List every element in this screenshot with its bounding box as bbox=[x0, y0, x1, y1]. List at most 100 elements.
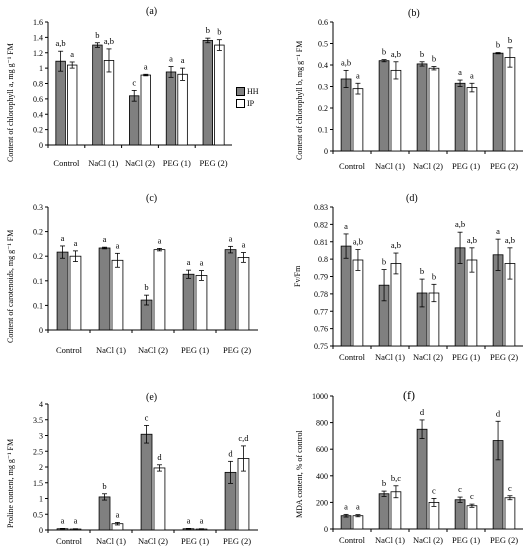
bar-hh bbox=[454, 82, 466, 152]
y-tick-label: 600 bbox=[316, 445, 328, 454]
chart-plot: 0 200 400 600 800 1000 Control a a NaCl (1) b b,c Na… bbox=[312, 392, 523, 545]
x-tick-label: Control bbox=[56, 536, 83, 546]
y-tick-label: 0.5 bbox=[318, 40, 328, 49]
bar-hh bbox=[378, 60, 390, 152]
y-tick-label: 1.6 bbox=[33, 18, 43, 27]
y-tick-label: 0 bbox=[39, 326, 43, 335]
bar-ip bbox=[352, 88, 364, 152]
y-tick-label: 0.2 bbox=[33, 252, 43, 261]
x-tick-label: NaCl (2) bbox=[138, 345, 168, 355]
bar-hh bbox=[492, 52, 504, 152]
x-tick-label: NaCl (1) bbox=[375, 535, 405, 545]
y-tick-label: 0.82 bbox=[314, 220, 328, 229]
bar-ip bbox=[504, 57, 516, 152]
significance-letter: b bbox=[102, 481, 106, 491]
bar-hh bbox=[416, 428, 428, 530]
y-tick-label: 0.4 bbox=[33, 110, 43, 119]
bar-hh bbox=[416, 63, 428, 152]
significance-letter: a bbox=[103, 234, 107, 244]
significance-letter: a,b bbox=[353, 237, 363, 247]
significance-letter: b bbox=[144, 282, 148, 292]
x-tick-label: PEG (1) bbox=[181, 536, 209, 546]
bar-hh bbox=[378, 493, 390, 530]
bar-hh bbox=[340, 245, 352, 347]
y-tick-label: 0.1 bbox=[33, 277, 43, 286]
x-tick-label: NaCl (2) bbox=[413, 535, 443, 545]
y-tick-label: 1 bbox=[39, 64, 43, 73]
bar-hh bbox=[224, 249, 237, 331]
panel-letter: (f) bbox=[403, 388, 415, 402]
y-tick-label: 0.6 bbox=[33, 95, 43, 104]
significance-letter: a bbox=[187, 257, 191, 267]
x-tick-label: NaCl (1) bbox=[375, 161, 405, 171]
significance-letter: c bbox=[458, 484, 462, 494]
y-tick-label: 0 bbox=[324, 525, 328, 534]
x-tick-label: NaCl (2) bbox=[413, 161, 443, 171]
y-tick-label: 0.75 bbox=[314, 342, 328, 351]
bar-ip bbox=[214, 44, 225, 146]
significance-letter: a,b bbox=[341, 57, 351, 67]
bar-ip bbox=[67, 64, 78, 146]
x-tick-label: Control bbox=[53, 158, 80, 168]
chart-panel-d: (d) Fv/Fm 0.75 0.76 0.77 0.78 0.79 0.8 0.81 0.8… bbox=[265, 185, 530, 370]
legend-label-ip: IP bbox=[247, 99, 255, 108]
x-tick-label: Control bbox=[339, 352, 366, 362]
panel-letter: (a) bbox=[146, 6, 158, 17]
x-tick-label: PEG (2) bbox=[490, 535, 518, 545]
x-tick-label: PEG (1) bbox=[452, 535, 480, 545]
significance-letter: a bbox=[169, 54, 173, 64]
legend-label-hh: HH bbox=[247, 87, 259, 96]
x-tick-label: NaCl (1) bbox=[375, 352, 405, 362]
x-tick-label: PEG (2) bbox=[223, 345, 251, 355]
y-tick-label: 400 bbox=[316, 472, 328, 481]
x-tick-label: PEG (2) bbox=[200, 158, 228, 168]
bar-ip bbox=[390, 263, 402, 347]
x-tick-label: NaCl (2) bbox=[125, 158, 155, 168]
significance-letter: a bbox=[458, 67, 462, 77]
significance-letter: c,d bbox=[238, 433, 249, 443]
x-tick-label: NaCl (1) bbox=[88, 158, 118, 168]
bar-hh bbox=[98, 247, 111, 331]
bar-hh bbox=[340, 78, 352, 152]
y-tick-label: 2.5 bbox=[33, 447, 43, 456]
chart-panel-a: (a) Content of chlorophyll a, mg g⁻¹ FM … bbox=[0, 0, 265, 185]
x-tick-label: PEG (2) bbox=[490, 352, 518, 362]
significance-letter: a bbox=[74, 238, 78, 248]
y-tick-label: 0 bbox=[39, 526, 43, 535]
y-tick-label: 0.3 bbox=[318, 83, 328, 92]
x-tick-label: PEG (1) bbox=[163, 158, 191, 168]
significance-letter: b bbox=[382, 478, 386, 488]
significance-letter: a bbox=[356, 70, 360, 80]
x-tick-label: PEG (1) bbox=[181, 345, 209, 355]
significance-letter: b bbox=[496, 40, 500, 50]
significance-letter: a bbox=[158, 235, 162, 245]
x-tick-label: PEG (2) bbox=[223, 536, 251, 546]
chart-panel-b: (b) Content of chlorophyll b, mg g⁻¹ FM … bbox=[265, 0, 530, 185]
x-tick-label: NaCl (1) bbox=[96, 345, 126, 355]
legend: HH IP bbox=[236, 86, 259, 110]
significance-letter: d bbox=[228, 448, 233, 458]
significance-letter: a bbox=[496, 226, 500, 236]
x-tick-label: Control bbox=[339, 535, 366, 545]
significance-letter: b bbox=[432, 271, 436, 281]
y-tick-label: 0.78 bbox=[314, 290, 328, 299]
y-tick-label: 0.8 bbox=[33, 80, 43, 89]
significance-letter: a bbox=[200, 516, 204, 526]
x-tick-label: NaCl (2) bbox=[413, 352, 443, 362]
y-tick-label: 0.4 bbox=[318, 61, 328, 70]
significance-letter: a,b bbox=[391, 49, 401, 59]
significance-letter: a bbox=[344, 501, 348, 511]
panel-letter: (c) bbox=[146, 193, 158, 204]
y-tick-label: 1000 bbox=[312, 392, 328, 401]
significance-letter: a bbox=[470, 70, 474, 80]
y-tick-label: 0.2 bbox=[33, 126, 43, 135]
x-tick-label: NaCl (1) bbox=[96, 536, 126, 546]
y-tick-label: 0.2 bbox=[33, 228, 43, 237]
y-tick-label: 0.5 bbox=[33, 510, 43, 519]
bar-ip bbox=[352, 515, 364, 530]
bar-ip bbox=[352, 259, 364, 347]
